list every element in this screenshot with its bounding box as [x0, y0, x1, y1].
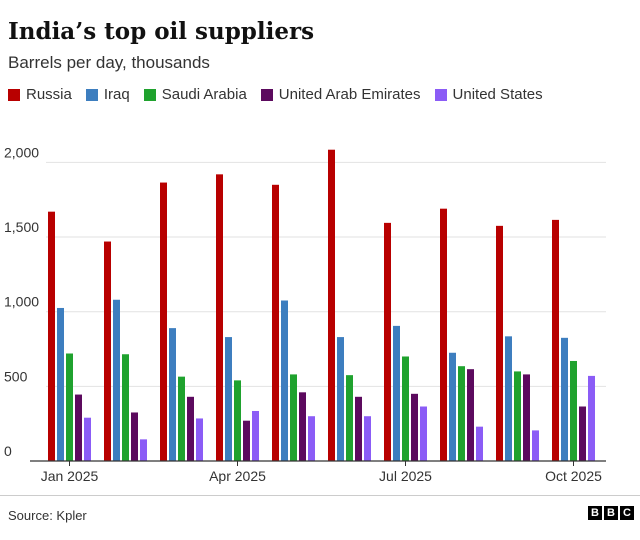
- legend-item: Iraq: [85, 86, 130, 103]
- bar: [328, 149, 335, 461]
- legend: Russia Iraq Saudi Arabia United Arab Emirat…: [8, 86, 543, 103]
- bar: [187, 396, 194, 461]
- bar: [160, 182, 167, 462]
- bar: [290, 374, 297, 461]
- bar: [299, 392, 306, 461]
- legend-swatch: [8, 88, 20, 101]
- bbc-logo-letter: B: [604, 506, 618, 520]
- chart-title: India’s top oil suppliers: [8, 18, 315, 45]
- bar: [252, 410, 259, 461]
- bar: [393, 325, 400, 461]
- bar: [364, 416, 371, 461]
- y-tick-label: 0: [4, 443, 12, 459]
- bar: [411, 393, 418, 461]
- bar: [579, 406, 586, 461]
- bar: [496, 225, 503, 461]
- bbc-logo: B B C: [588, 506, 634, 520]
- bar: [402, 356, 409, 461]
- legend-item: United States: [434, 86, 543, 103]
- footer-divider: [0, 495, 640, 496]
- bar: [75, 394, 82, 461]
- bar: [140, 439, 147, 461]
- bar: [225, 337, 232, 461]
- bar: [234, 380, 241, 461]
- legend-label: Saudi Arabia: [161, 86, 247, 103]
- chart-subtitle: Barrels per day, thousands: [8, 53, 210, 72]
- bar: [66, 353, 73, 461]
- bar: [178, 376, 185, 461]
- bar: [337, 337, 344, 461]
- bar: [523, 374, 530, 461]
- legend-label: Russia: [26, 86, 72, 103]
- bar: [131, 412, 138, 461]
- legend-item: Russia: [8, 86, 72, 103]
- bar: [196, 418, 203, 461]
- legend-label: United Arab Emirates: [278, 86, 421, 103]
- bar: [355, 396, 362, 461]
- bbc-logo-letter: B: [588, 506, 602, 520]
- bar: [216, 174, 223, 461]
- bar: [420, 406, 427, 461]
- bar: [346, 375, 353, 461]
- bar: [561, 337, 568, 461]
- legend-label: United States: [452, 86, 543, 103]
- bar: [467, 369, 474, 461]
- y-tick-label: 500: [4, 368, 28, 384]
- source-note: Source: Kpler: [8, 508, 87, 523]
- legend-swatch: [434, 88, 447, 101]
- x-tick-label: Oct 2025: [545, 468, 602, 484]
- legend-item: United Arab Emirates: [260, 86, 421, 103]
- bar: [514, 371, 521, 461]
- bar: [122, 354, 129, 461]
- bar: [48, 211, 55, 461]
- bar: [449, 352, 456, 461]
- legend-label: Iraq: [103, 86, 130, 103]
- bar: [281, 300, 288, 461]
- bar: [57, 307, 64, 461]
- bar-chart: 0 500 1,000 1,500 2,000 Jan 2025 Apr 2025 Jul 2…: [4, 144, 606, 484]
- x-tick-label: Jan 2025: [41, 468, 99, 484]
- legend-swatch: [85, 88, 98, 101]
- legend-item: Saudi Arabia: [143, 86, 247, 103]
- bar: [104, 241, 111, 461]
- legend-swatch: [143, 88, 156, 101]
- bar: [84, 417, 91, 461]
- bar: [113, 299, 120, 461]
- x-tick-label: Apr 2025: [209, 468, 266, 484]
- y-tick-label: 2,000: [4, 144, 39, 160]
- bar: [169, 328, 176, 461]
- x-tick-label: Jul 2025: [379, 468, 432, 484]
- bar: [476, 426, 483, 461]
- bar: [570, 360, 577, 461]
- bar: [384, 222, 391, 461]
- bar: [532, 430, 539, 461]
- bar: [308, 416, 315, 461]
- bar: [272, 184, 279, 461]
- legend-swatch: [260, 88, 273, 101]
- bar: [458, 366, 465, 461]
- y-tick-label: 1,500: [4, 219, 39, 235]
- y-tick-label: 1,000: [4, 294, 39, 310]
- bar: [243, 420, 250, 461]
- bar: [505, 336, 512, 461]
- bar: [552, 219, 559, 461]
- bbc-logo-letter: C: [620, 506, 634, 520]
- bar: [588, 375, 595, 461]
- bar: [440, 208, 447, 461]
